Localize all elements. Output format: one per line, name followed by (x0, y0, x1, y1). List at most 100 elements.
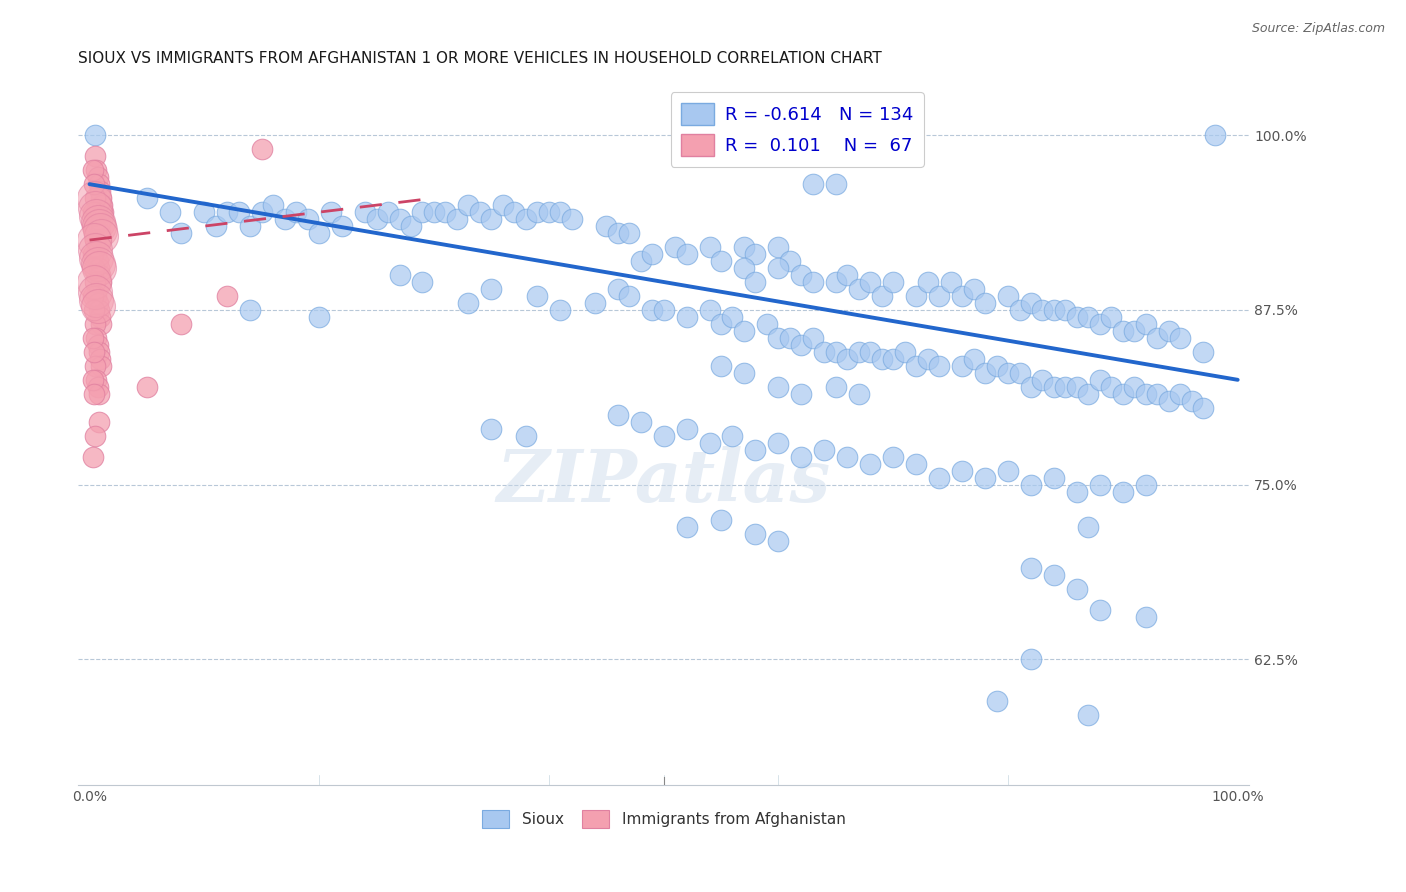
Point (1135, 477, 1157, 491)
Point (837, 351, 859, 366)
Point (859, 275, 882, 289)
Point (1135, 610, 1157, 624)
Legend: Sioux, Immigrants from Afghanistan: Sioux, Immigrants from Afghanistan (475, 804, 852, 834)
Point (974, 366, 997, 380)
Point (423, 205, 446, 219)
Point (595, 219, 617, 233)
Point (733, 324, 755, 338)
Point (319, 205, 342, 219)
Point (83, 177, 105, 191)
Point (492, 198, 515, 212)
Point (91, 198, 114, 212)
Point (136, 191, 159, 205)
Point (90, 317, 112, 331)
Point (86, 254, 108, 268)
Point (83, 344, 105, 359)
Point (90, 191, 112, 205)
Point (1043, 568, 1066, 582)
Point (721, 310, 744, 324)
Point (86, 299, 108, 313)
Point (1168, 331, 1191, 345)
Point (790, 386, 813, 401)
Point (86, 247, 108, 261)
Point (89, 351, 111, 366)
Point (905, 289, 928, 303)
Point (87, 260, 110, 275)
Point (768, 435, 790, 450)
Point (790, 338, 813, 352)
Point (744, 442, 766, 457)
Point (86, 170, 108, 185)
Point (86, 205, 108, 219)
Point (699, 435, 721, 450)
Point (710, 317, 733, 331)
Point (652, 302, 675, 317)
Point (285, 205, 308, 219)
Point (710, 359, 733, 373)
Point (986, 359, 1008, 373)
Point (733, 366, 755, 380)
Point (1043, 302, 1066, 317)
Point (86, 380, 108, 394)
Point (1123, 324, 1146, 338)
Point (801, 177, 824, 191)
Point (84, 317, 107, 331)
Text: ZIPatlas: ZIPatlas (496, 446, 831, 517)
Point (790, 268, 813, 282)
Point (205, 219, 228, 233)
Point (239, 302, 262, 317)
Point (928, 470, 950, 484)
Point (950, 289, 973, 303)
Point (928, 289, 950, 303)
Point (882, 450, 904, 464)
Point (1019, 477, 1042, 491)
Point (457, 296, 479, 310)
Point (193, 205, 215, 219)
Point (617, 226, 640, 240)
Point (721, 428, 744, 442)
Point (1112, 324, 1135, 338)
Point (217, 289, 239, 303)
Point (997, 464, 1019, 478)
Point (86, 215, 108, 229)
Point (1112, 386, 1135, 401)
Point (411, 205, 433, 219)
Point (848, 386, 870, 401)
Point (790, 450, 813, 464)
Point (962, 282, 984, 296)
Point (733, 260, 755, 275)
Text: Source: ZipAtlas.com: Source: ZipAtlas.com (1251, 22, 1385, 36)
Point (630, 254, 652, 268)
Point (515, 212, 537, 227)
Point (90, 359, 112, 373)
Point (1088, 603, 1111, 617)
Point (744, 275, 766, 289)
Point (630, 415, 652, 429)
Point (870, 351, 893, 366)
Point (446, 212, 468, 227)
Point (83, 260, 105, 275)
Point (388, 268, 411, 282)
Point (950, 464, 973, 478)
Point (366, 212, 388, 227)
Point (250, 205, 273, 219)
Point (468, 205, 491, 219)
Point (86, 296, 108, 310)
Point (83, 302, 105, 317)
Point (1054, 302, 1077, 317)
Point (1099, 380, 1122, 394)
Point (675, 247, 697, 261)
Point (652, 428, 675, 442)
Point (503, 205, 526, 219)
Point (228, 205, 250, 219)
Point (1099, 310, 1122, 324)
Point (928, 359, 950, 373)
Point (837, 268, 859, 282)
Point (479, 212, 502, 227)
Point (997, 289, 1019, 303)
Point (813, 344, 835, 359)
Point (84, 359, 107, 373)
Point (1077, 386, 1099, 401)
Point (974, 296, 997, 310)
Point (710, 512, 733, 526)
